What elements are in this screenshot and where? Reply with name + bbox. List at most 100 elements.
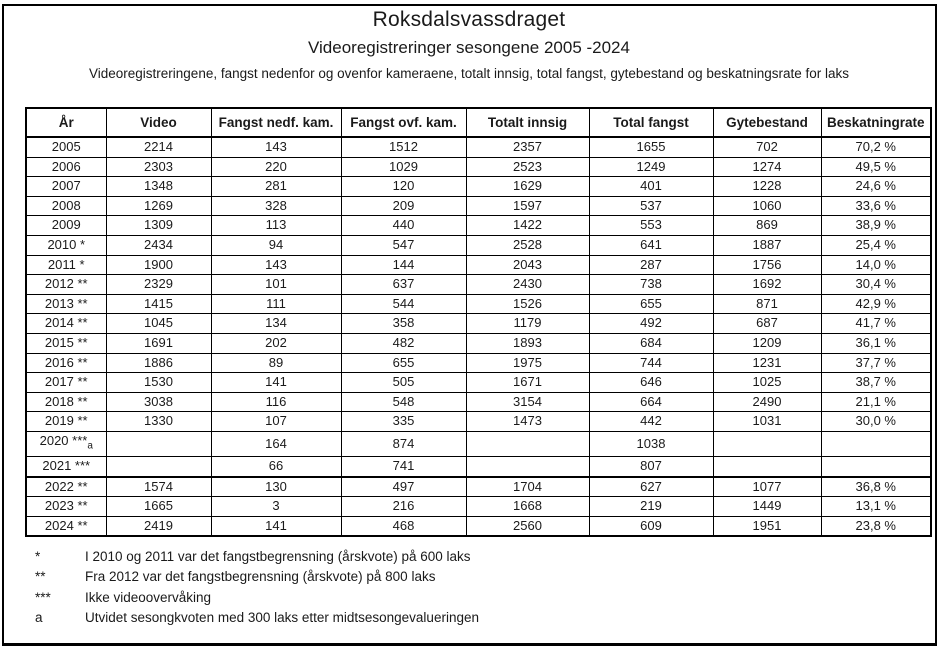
page-subtitle: Videoregistreringer sesongene 2005 -2024	[308, 38, 630, 57]
footnote-symbol: *	[35, 549, 41, 564]
column-header-3: Fangst ovf. kam.	[340, 107, 467, 138]
table-cell: 3	[210, 496, 342, 517]
table-row: 2016 ** 1886 89 655 1975 744 1231 37,7 %	[25, 352, 932, 374]
table-cell: 2303	[105, 156, 212, 178]
table-cell: 1231	[712, 352, 822, 374]
table-cell: 141	[210, 372, 342, 393]
footnote-symbol: **	[35, 569, 46, 585]
table-cell: 1530	[105, 372, 212, 393]
table-cell: 2214	[105, 136, 212, 158]
year-cell: 2005	[25, 136, 107, 158]
table-cell: 111	[210, 293, 342, 315]
table-cell: 287	[588, 254, 714, 276]
table-row: 2009 1309 113 440 1422 553 869 38,9 %	[25, 215, 932, 236]
table-cell: 1668	[465, 496, 590, 517]
table-cell: 2329	[105, 274, 212, 295]
table-cell: 1692	[712, 274, 822, 295]
table-cell: 547	[340, 234, 467, 256]
table-cell: 143	[210, 254, 342, 276]
table-cell: 1886	[105, 352, 212, 374]
table-cell: 120	[340, 176, 467, 197]
year-cell: 2018 **	[25, 391, 107, 413]
table-cell	[712, 430, 822, 458]
table-row: 2021 *** 66 741 807	[25, 456, 932, 478]
table-cell: 702	[712, 136, 822, 158]
footnote: ** Fra 2012 var det fangstbegrensning (år…	[35, 567, 479, 587]
column-header-1: Video	[105, 107, 212, 138]
table-cell: 641	[588, 234, 714, 256]
table-row: 2023 ** 1665 3 216 1668 219 1449 13,1 %	[25, 496, 932, 517]
table-cell: 1704	[465, 475, 590, 498]
year-cell: 2016 **	[25, 352, 107, 374]
table-cell: 1348	[105, 176, 212, 197]
table-cell: 130	[210, 475, 342, 498]
footnote-symbol: ***	[35, 589, 51, 605]
table-cell: 33,6 %	[820, 195, 932, 217]
table-cell: 1179	[465, 313, 590, 334]
table-cell: 3038	[105, 391, 212, 413]
table-cell: 37,7 %	[820, 352, 932, 374]
table-cell	[820, 456, 932, 478]
table-cell: 1665	[105, 496, 212, 517]
table-cell: 655	[588, 293, 714, 315]
table-row: 2020 ***a 164 874 1038	[25, 430, 932, 458]
year-cell: 2006	[25, 156, 107, 178]
table-cell: 1975	[465, 352, 590, 374]
footnotes: * I 2010 og 2011 var det fangstbegrensnin…	[35, 547, 479, 628]
year-cell: 2009	[25, 215, 107, 236]
footnote: *** Ikke videoovervåking	[35, 588, 479, 608]
table-cell: 30,0 %	[820, 411, 932, 432]
table-cell: 219	[588, 496, 714, 517]
table-cell	[820, 430, 932, 458]
table-cell: 216	[340, 496, 467, 517]
column-header-4: Totalt innsig	[465, 107, 590, 138]
table-cell: 871	[712, 293, 822, 315]
table-cell: 1887	[712, 234, 822, 256]
table-cell: 13,1 %	[820, 496, 932, 517]
table-cell: 66	[210, 456, 342, 478]
table-cell: 1671	[465, 372, 590, 393]
year-cell: 2010 *	[25, 234, 107, 256]
table-cell: 2043	[465, 254, 590, 276]
table-cell: 537	[588, 195, 714, 217]
table-cell: 1597	[465, 195, 590, 217]
footnote: a Utvidet sesongkvoten med 300 laks etter…	[35, 608, 479, 628]
column-header-0: År	[25, 107, 107, 138]
table-cell: 646	[588, 372, 714, 393]
page-description: Videoregistreringene, fangst nedenfor og…	[89, 66, 849, 81]
table-cell: 505	[340, 372, 467, 393]
table-row: 2019 ** 1330 107 335 1473 442 1031 30,0 %	[25, 411, 932, 432]
table-cell: 1060	[712, 195, 822, 217]
table-body: 2005 2214 143 1512 2357 1655 702 70,2 % 2006 2303…	[25, 136, 932, 537]
table-cell: 134	[210, 313, 342, 334]
table-header-row: År Video Fangst nedf. kam. Fangst ovf. kam.…	[25, 107, 932, 138]
table-cell: 1269	[105, 195, 212, 217]
table-cell: 358	[340, 313, 467, 334]
table-cell: 3154	[465, 391, 590, 413]
year-cell: 2019 **	[25, 411, 107, 432]
year-cell: 2024 **	[25, 515, 107, 537]
footnote: * I 2010 og 2011 var det fangstbegrensnin…	[35, 547, 479, 567]
table-cell: 107	[210, 411, 342, 432]
table-cell: 2490	[712, 391, 822, 413]
year-cell: 2015 **	[25, 332, 107, 354]
table-cell: 30,4 %	[820, 274, 932, 295]
table-cell: 38,9 %	[820, 215, 932, 236]
table-cell: 1756	[712, 254, 822, 276]
table-row: 2024 ** 2419 141 468 2560 609 1951 23,8 %	[25, 515, 932, 537]
year-cell: 2008	[25, 195, 107, 217]
table-cell: 1077	[712, 475, 822, 498]
table-cell	[465, 430, 590, 458]
table-row: 2011 * 1900 143 144 2043 287 1756 14,0 %	[25, 254, 932, 276]
table-cell	[712, 456, 822, 478]
table-row: 2022 ** 1574 130 497 1704 627 1077 36,8 %	[25, 475, 932, 498]
table-cell: 687	[712, 313, 822, 334]
year-cell: 2017 **	[25, 372, 107, 393]
table-cell: 24,6 %	[820, 176, 932, 197]
table-cell: 627	[588, 475, 714, 498]
table-cell: 144	[340, 254, 467, 276]
table-cell: 1209	[712, 332, 822, 354]
table-cell: 41,7 %	[820, 313, 932, 334]
column-header-5: Total fangst	[588, 107, 714, 138]
table-cell: 1045	[105, 313, 212, 334]
